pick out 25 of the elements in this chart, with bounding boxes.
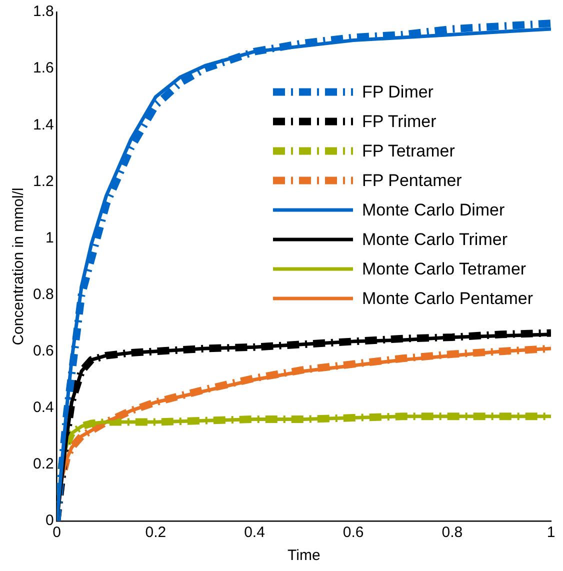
x-tick-label: 0.6 [342,524,364,542]
y-tick-label: 0.8 [32,286,54,303]
x-tick-label: 0.2 [145,524,166,542]
legend-label: FP Trimer [362,112,437,132]
y-tick-label: 0 [46,512,54,530]
legend-label: Monte Carlo Pentamer [362,289,534,308]
x-tick-label: 0.4 [244,524,265,542]
y-tick-label: 0.6 [32,342,54,360]
y-axis-title: Concentration in mmol/l [10,188,28,346]
legend-label: Monte Carlo Dimer [362,200,505,220]
y-tick-label: 0.2 [32,456,54,473]
y-tick-label: 1.2 [32,172,54,190]
x-axis-title: Time [288,547,320,564]
x-tick-label: 1 [546,524,556,542]
y-tick-label: 1.6 [32,60,54,77]
legend-label: FP Pentamer [362,171,462,190]
y-tick-label: 1.4 [32,116,54,134]
y-tick-label: 1.8 [32,3,54,20]
y-tick-label: 0.4 [32,399,54,416]
legend-label: FP Tetramer [362,142,456,161]
legend-label: Monte Carlo Trimer [362,230,508,250]
legend-label: FP Dimer [362,82,434,102]
x-tick-label: 0.8 [442,524,463,542]
legend-label: Monte Carlo Tetramer [362,260,526,279]
y-tick-label: 1 [46,229,54,246]
